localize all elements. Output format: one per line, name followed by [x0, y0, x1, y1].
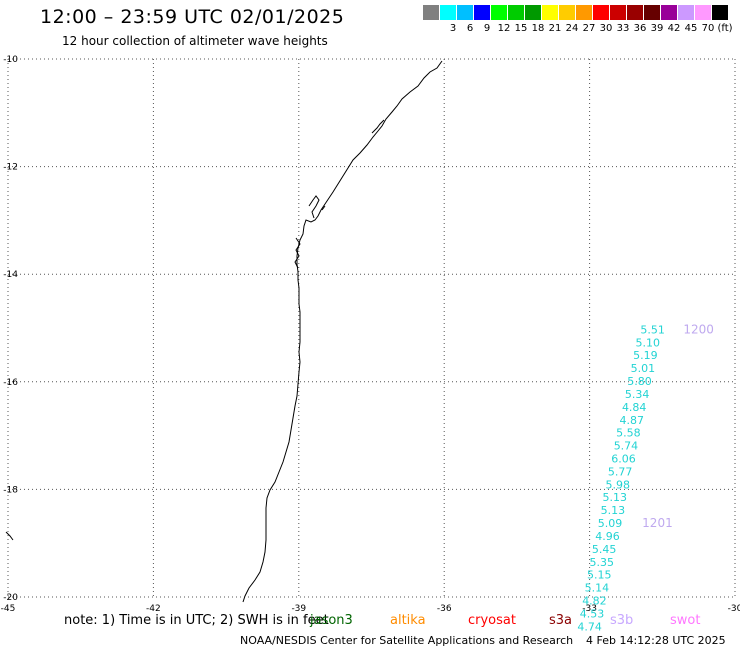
map-title: 12:00 – 23:59 UTC 02/01/2025	[40, 6, 345, 28]
lat-tick-label: -18	[3, 485, 18, 495]
legend-swatch	[610, 5, 626, 20]
swh-value: 4.82	[582, 595, 607, 608]
swh-value: 5.51	[640, 323, 665, 336]
wave-height-legend: 3 6 9 12 15 18 21 24 27 30 33 36 39 42 45 70 (ft)	[423, 5, 740, 39]
satellite-swot: swot	[670, 613, 701, 628]
map-subtitle: 12 hour collection of altimeter wave hei…	[62, 34, 328, 48]
legend-label: 33	[616, 23, 630, 34]
swh-value: 5.15	[587, 569, 612, 582]
swh-value: 4.84	[622, 401, 647, 414]
legend-label: 42	[667, 23, 681, 34]
swh-value: 5.34	[625, 388, 650, 401]
satellite-s3b: s3b	[610, 613, 634, 628]
swh-value: 4.74	[577, 620, 602, 633]
swh-value: 5.01	[631, 362, 656, 375]
swh-value: 5.13	[601, 504, 626, 517]
satellite-s3a: s3a	[549, 613, 573, 628]
swh-value: 5.19	[633, 349, 658, 362]
lon-tick-label: -39	[291, 604, 306, 614]
legend-swatch	[661, 5, 677, 20]
lon-tick-label: -33	[582, 604, 597, 614]
swh-value: 5.58	[616, 427, 641, 440]
legend-swatch	[525, 5, 541, 20]
map-axis-ticks: -45 -42 -39 -36 -33 -30 -10 -12 -14 -16 -18 -20	[1, 55, 740, 614]
coastline-detail	[5, 119, 385, 541]
lat-tick-label: -12	[3, 163, 18, 173]
lon-tick-label: -36	[437, 604, 452, 614]
legend-swatch	[695, 5, 711, 20]
legend-label: 30	[599, 23, 613, 34]
legend-swatch	[712, 5, 728, 20]
time-label: 1200	[683, 322, 714, 336]
swh-value: 5.35	[589, 556, 614, 569]
legend-label: 36	[633, 23, 647, 34]
swh-value: 5.14	[585, 582, 610, 595]
legend-swatch	[474, 5, 490, 20]
swh-value: 5.13	[603, 491, 628, 504]
footer-note: note: 1) Time is in UTC; 2) SWH is in fe…	[64, 613, 329, 628]
coastline	[242, 60, 443, 603]
swh-value: 4.87	[620, 414, 645, 427]
legend-swatch	[440, 5, 456, 20]
lon-tick-label: -30	[728, 604, 740, 614]
lon-tick-label: -42	[146, 604, 161, 614]
lat-tick-label: -20	[3, 593, 18, 603]
legend-swatch	[593, 5, 609, 20]
satellite-jason3: jason3	[310, 613, 353, 628]
legend-label: 18	[531, 23, 545, 34]
swh-value: 5.80	[627, 375, 652, 388]
legend-label: 21	[548, 23, 562, 34]
legend-label: 9	[483, 23, 491, 34]
legend-swatch	[423, 5, 439, 20]
lat-tick-label: -14	[3, 270, 18, 280]
swh-value: 5.98	[605, 478, 630, 491]
legend-label: 12	[497, 23, 511, 34]
satellite-altika: altika	[390, 613, 426, 628]
credit-text: NOAA/NESDIS Center for Satellite Applica…	[240, 634, 574, 647]
legend-label: 6	[466, 23, 474, 34]
legend-label: 70	[701, 23, 715, 34]
generated-timestamp: 4 Feb 14:12:28 UTC 2025	[586, 634, 726, 647]
swh-value: 5.77	[608, 465, 633, 478]
swh-value: 5.45	[592, 543, 617, 556]
swh-value: 5.09	[598, 517, 623, 530]
swh-value: 4.96	[595, 530, 620, 543]
map-grid	[7, 58, 736, 598]
legend-label: 3	[449, 23, 457, 34]
legend-swatch	[678, 5, 694, 20]
altimeter-track: 5.515.105.195.015.805.344.844.875.585.74…	[577, 322, 714, 633]
swh-value: 5.74	[614, 440, 639, 453]
lat-tick-label: -16	[3, 378, 18, 388]
lat-tick-label: -10	[3, 55, 18, 65]
legend-unit: (ft)	[717, 23, 733, 34]
legend-label: 39	[650, 23, 664, 34]
legend-swatch	[559, 5, 575, 20]
legend-swatch	[542, 5, 558, 20]
legend-label: 15	[514, 23, 528, 34]
swh-value: 5.10	[636, 336, 661, 349]
legend-swatch	[576, 5, 592, 20]
time-label: 1201	[642, 516, 673, 530]
legend-swatch	[491, 5, 507, 20]
legend-label: 24	[565, 23, 579, 34]
legend-label: 27	[582, 23, 596, 34]
legend-swatch	[644, 5, 660, 20]
legend-swatch	[627, 5, 643, 20]
swh-value: 4.53	[580, 607, 605, 620]
legend-label: 45	[684, 23, 698, 34]
swh-value: 6.06	[611, 453, 636, 466]
satellite-cryosat: cryosat	[468, 613, 516, 628]
lon-tick-label: -45	[1, 604, 16, 614]
legend-swatch	[508, 5, 524, 20]
legend-swatch	[457, 5, 473, 20]
